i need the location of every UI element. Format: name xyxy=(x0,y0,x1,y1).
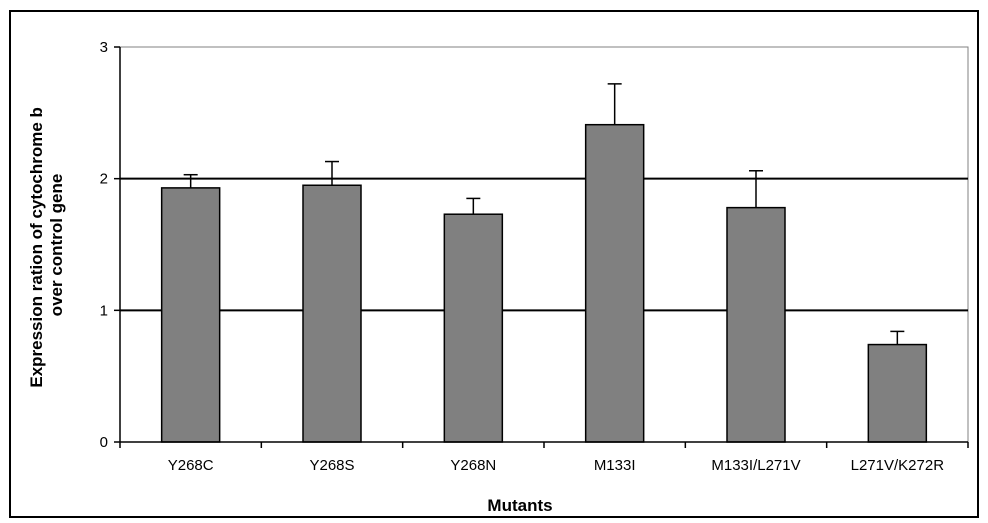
y-tick-label-3: 3 xyxy=(100,39,108,56)
bars xyxy=(160,123,928,443)
x-tick-label-Y268S: Y268S xyxy=(309,457,354,474)
grid-lines xyxy=(120,177,968,312)
y-tick-label-2: 2 xyxy=(100,171,108,188)
y-axis-title: Expression ration of cytochrome b over c… xyxy=(27,102,66,387)
axes xyxy=(114,46,969,448)
bar-M133I xyxy=(584,123,645,443)
x-tick-label-L271V/K272R: L271V/K272R xyxy=(851,457,945,474)
y-tick-label-0: 0 xyxy=(100,434,108,451)
error-bars xyxy=(183,83,905,345)
x-tick-label-M133I: M133I xyxy=(594,457,636,474)
y-axis-title-line-1: Expression ration of cytochrome b xyxy=(27,107,46,388)
bar-Y268C xyxy=(160,187,221,443)
bar-Y268S xyxy=(302,184,362,443)
bar-L271V/K272R xyxy=(867,343,928,443)
tick-labels: 0 1 2 3 Y268C Y268S Y268N M133I M133I/L271V L271V… xyxy=(100,39,945,474)
x-tick-label-Y268N: Y268N xyxy=(450,457,496,474)
bar-M133I/L271V xyxy=(726,206,786,443)
y-axis-title-line-2: over control gene xyxy=(47,174,66,317)
x-tick-label-Y268C: Y268C xyxy=(168,457,214,474)
x-tick-label-M133I/L271V: M133I/L271V xyxy=(711,457,800,474)
y-tick-label-1: 1 xyxy=(100,302,108,319)
plot-area xyxy=(119,46,969,443)
bar-Y268N xyxy=(443,213,504,443)
x-axis-title: Mutants xyxy=(487,496,552,515)
